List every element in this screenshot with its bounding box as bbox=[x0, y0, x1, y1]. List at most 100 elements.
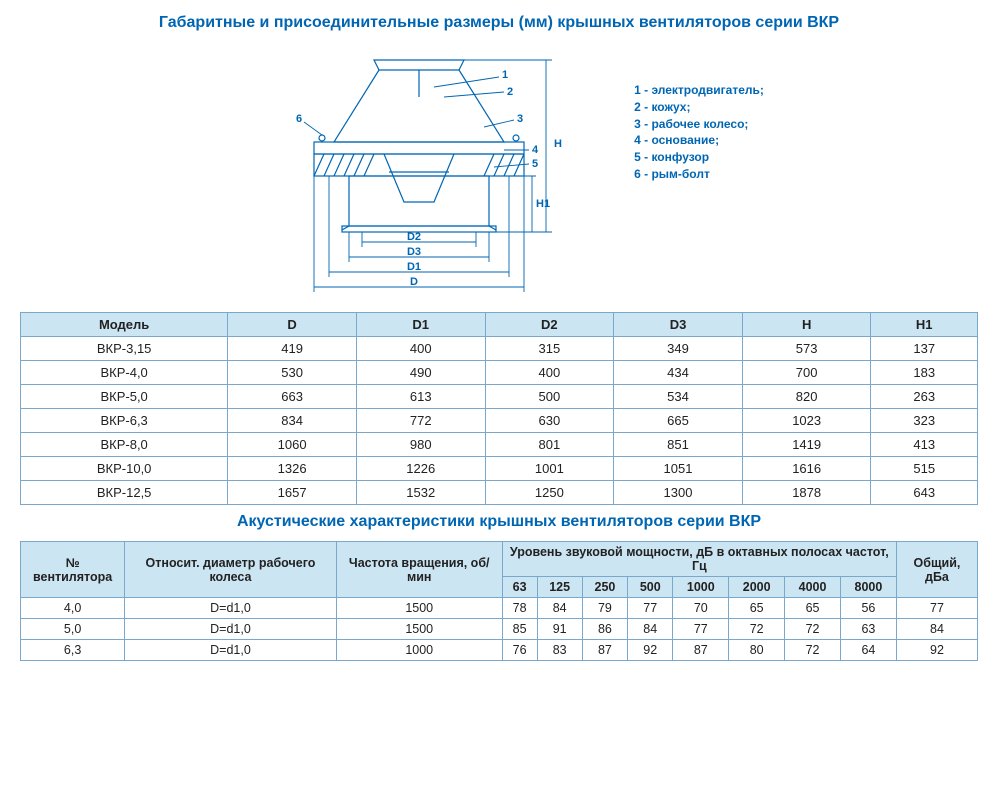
table-cell: 84 bbox=[537, 598, 582, 619]
table-cell: 87 bbox=[582, 640, 627, 661]
table-cell: 490 bbox=[356, 361, 485, 385]
table-cell: 5,0 bbox=[21, 619, 125, 640]
table-cell: 1326 bbox=[228, 457, 357, 481]
table-cell: ВКР-3,15 bbox=[21, 337, 228, 361]
table-cell: 1051 bbox=[614, 457, 743, 481]
table-cell: ВКР-6,3 bbox=[21, 409, 228, 433]
table-cell: 1500 bbox=[336, 619, 502, 640]
table-cell: 64 bbox=[840, 640, 896, 661]
table-cell: 323 bbox=[871, 409, 978, 433]
svg-text:H1: H1 bbox=[536, 198, 550, 210]
table-header: H1 bbox=[871, 313, 978, 337]
table-header: D bbox=[228, 313, 357, 337]
svg-text:1: 1 bbox=[502, 69, 508, 81]
table-cell: 1300 bbox=[614, 481, 743, 505]
table-cell: 349 bbox=[614, 337, 743, 361]
table-cell: 79 bbox=[582, 598, 627, 619]
table-row: 5,0D=d1,01500859186847772726384 bbox=[21, 619, 978, 640]
table-cell: 84 bbox=[628, 619, 673, 640]
table-cell: 84 bbox=[896, 619, 977, 640]
legend-item: 2 - кожух; bbox=[634, 99, 764, 116]
table-cell: 530 bbox=[228, 361, 357, 385]
table-cell: 86 bbox=[582, 619, 627, 640]
table-header: D1 bbox=[356, 313, 485, 337]
table-header: H bbox=[742, 313, 871, 337]
table-header: Общий, дБа bbox=[896, 542, 977, 598]
table-cell: 1616 bbox=[742, 457, 871, 481]
table-cell: 87 bbox=[673, 640, 729, 661]
acoustic-table: № вентилятораОтносит. диаметр рабочего к… bbox=[20, 541, 978, 661]
table-cell: 700 bbox=[742, 361, 871, 385]
legend-item: 4 - основание; bbox=[634, 132, 764, 149]
table-cell: 70 bbox=[673, 598, 729, 619]
table-header: 63 bbox=[502, 577, 537, 598]
table-header: 500 bbox=[628, 577, 673, 598]
table-cell: 772 bbox=[356, 409, 485, 433]
table-cell: 56 bbox=[840, 598, 896, 619]
table-header: 8000 bbox=[840, 577, 896, 598]
table-cell: 91 bbox=[537, 619, 582, 640]
table-cell: 137 bbox=[871, 337, 978, 361]
table-row: ВКР-3,15419400315349573137 bbox=[21, 337, 978, 361]
table-cell: 1250 bbox=[485, 481, 614, 505]
svg-text:D2: D2 bbox=[407, 231, 421, 243]
table-cell: 1878 bbox=[742, 481, 871, 505]
table-cell: 92 bbox=[628, 640, 673, 661]
svg-text:5: 5 bbox=[532, 158, 538, 170]
table-cell: 65 bbox=[729, 598, 785, 619]
table-cell: 76 bbox=[502, 640, 537, 661]
table-cell: D=d1,0 bbox=[125, 598, 336, 619]
table-cell: 65 bbox=[785, 598, 841, 619]
table-cell: 92 bbox=[896, 640, 977, 661]
svg-text:D3: D3 bbox=[407, 246, 421, 258]
table-cell: 1001 bbox=[485, 457, 614, 481]
legend-item: 5 - конфузор bbox=[634, 149, 764, 166]
table-cell: 1500 bbox=[336, 598, 502, 619]
table-row: 4,0D=d1,01500788479777065655677 bbox=[21, 598, 978, 619]
table-header: D3 bbox=[614, 313, 743, 337]
table-cell: 6,3 bbox=[21, 640, 125, 661]
table-row: 6,3D=d1,01000768387928780726492 bbox=[21, 640, 978, 661]
table-cell: 1657 bbox=[228, 481, 357, 505]
acoustic-heading: Акустические характеристики крышных вент… bbox=[20, 513, 978, 531]
table-cell: 77 bbox=[896, 598, 977, 619]
table-header: 250 bbox=[582, 577, 627, 598]
table-cell: 1532 bbox=[356, 481, 485, 505]
table-cell: 434 bbox=[614, 361, 743, 385]
table-cell: 820 bbox=[742, 385, 871, 409]
table-header: 2000 bbox=[729, 577, 785, 598]
table-cell: ВКР-12,5 bbox=[21, 481, 228, 505]
table-header: Частота вращения, об/мин bbox=[336, 542, 502, 598]
svg-text:2: 2 bbox=[507, 86, 513, 98]
table-header: D2 bbox=[485, 313, 614, 337]
table-cell: ВКР-4,0 bbox=[21, 361, 228, 385]
table-header: 1000 bbox=[673, 577, 729, 598]
table-cell: 1060 bbox=[228, 433, 357, 457]
table-cell: 613 bbox=[356, 385, 485, 409]
table-row: ВКР-10,013261226100110511616515 bbox=[21, 457, 978, 481]
table-cell: D=d1,0 bbox=[125, 640, 336, 661]
table-cell: 663 bbox=[228, 385, 357, 409]
table-cell: 1226 bbox=[356, 457, 485, 481]
fan-diagram: D2 D3 D1 D H H1 1 2 3 4 5 6 bbox=[234, 42, 614, 302]
table-cell: 419 bbox=[228, 337, 357, 361]
legend-item: 6 - рым-болт bbox=[634, 166, 764, 183]
table-header: 4000 bbox=[785, 577, 841, 598]
table-cell: 500 bbox=[485, 385, 614, 409]
table-cell: 77 bbox=[673, 619, 729, 640]
table-cell: 534 bbox=[614, 385, 743, 409]
table-cell: 630 bbox=[485, 409, 614, 433]
table-header: Модель bbox=[21, 313, 228, 337]
table-header: Относит. диаметр рабочего колеса bbox=[125, 542, 336, 598]
svg-text:6: 6 bbox=[296, 113, 302, 125]
table-cell: 80 bbox=[729, 640, 785, 661]
svg-text:3: 3 bbox=[517, 113, 523, 125]
svg-text:4: 4 bbox=[532, 144, 539, 156]
diagram-legend: 1 - электродвигатель;2 - кожух;3 - рабоч… bbox=[634, 82, 764, 183]
table-cell: 315 bbox=[485, 337, 614, 361]
table-header: Уровень звуковой мощности, дБ в октавных… bbox=[502, 542, 896, 577]
table-cell: 83 bbox=[537, 640, 582, 661]
table-cell: 77 bbox=[628, 598, 673, 619]
legend-item: 3 - рабочее колесо; bbox=[634, 116, 764, 133]
table-cell: 400 bbox=[485, 361, 614, 385]
